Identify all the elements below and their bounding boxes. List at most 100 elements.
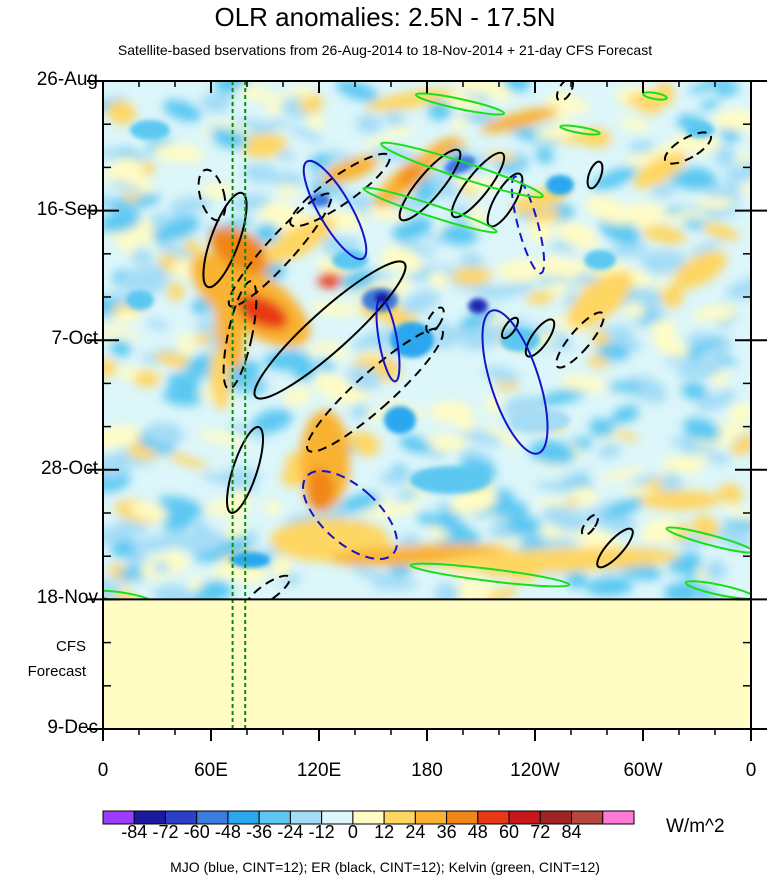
colorbar-label: 60 xyxy=(499,822,520,842)
field-cell xyxy=(485,395,503,415)
field-cell xyxy=(440,223,479,246)
field-cell xyxy=(641,517,678,544)
field-cell xyxy=(546,175,574,195)
field-cell xyxy=(202,499,245,515)
field-cell xyxy=(164,506,195,531)
field-cell xyxy=(110,339,132,358)
field-cell xyxy=(703,559,727,582)
field-cell xyxy=(640,490,720,510)
field-cell xyxy=(391,253,424,273)
field-cell xyxy=(726,277,751,301)
field-cell xyxy=(429,325,468,349)
field-cell xyxy=(619,117,650,132)
field-cell xyxy=(668,170,705,191)
field-cell xyxy=(596,343,630,361)
field-cell xyxy=(473,302,483,310)
field-cell xyxy=(258,201,291,222)
field-cell xyxy=(611,405,639,425)
field-cell xyxy=(509,126,559,146)
field-cell xyxy=(292,86,313,98)
field-cell xyxy=(125,267,170,291)
field-cell xyxy=(565,571,588,589)
field-cell xyxy=(352,327,402,351)
field-cell xyxy=(362,130,407,147)
field-cell xyxy=(277,149,295,161)
field-cell xyxy=(264,216,336,264)
field-cell xyxy=(151,216,200,243)
field-cell xyxy=(384,406,416,434)
field-cell xyxy=(192,519,210,541)
field-cell xyxy=(454,410,475,433)
field-cell xyxy=(125,446,158,460)
olr-anomaly-field xyxy=(103,81,751,600)
field-cell xyxy=(230,552,270,568)
field-cell xyxy=(449,118,471,130)
colorbar-label: 84 xyxy=(561,822,582,842)
field-cell xyxy=(681,382,708,400)
x-tick-label: 60E xyxy=(194,760,228,781)
field-cell xyxy=(235,294,289,330)
field-cell xyxy=(598,216,641,245)
field-cell xyxy=(640,249,687,273)
field-cell xyxy=(178,529,228,553)
field-cell xyxy=(111,156,144,178)
field-cell xyxy=(162,387,203,406)
field-cell xyxy=(728,403,751,423)
colorbar-label: -48 xyxy=(214,822,241,842)
field-cell xyxy=(558,469,591,484)
field-cell xyxy=(315,359,336,371)
er-contour xyxy=(425,306,445,334)
field-cell xyxy=(589,418,616,438)
field-cell xyxy=(126,290,154,310)
chart-subtitle: Satellite-based bservations from 26-Aug-… xyxy=(117,42,653,58)
field-cell xyxy=(108,180,142,193)
field-cell xyxy=(335,81,379,102)
field-cell xyxy=(350,402,369,421)
field-cell xyxy=(396,488,419,503)
x-tick-label: 60W xyxy=(623,760,663,781)
field-cell xyxy=(103,326,140,339)
x-tick-label: 120E xyxy=(296,760,342,781)
field-cell xyxy=(149,212,169,229)
colorbar-label: -72 xyxy=(152,822,179,842)
field-cell xyxy=(624,303,646,318)
field-cell xyxy=(722,504,751,525)
field-cell xyxy=(130,120,170,140)
field-cell xyxy=(215,290,245,370)
field-cell xyxy=(541,254,565,278)
field-cell xyxy=(556,221,599,250)
field-cell xyxy=(526,291,555,304)
field-cell xyxy=(109,193,161,210)
field-cell xyxy=(228,423,269,440)
er-contour xyxy=(580,513,600,537)
field-cell xyxy=(535,482,579,493)
er-contour xyxy=(450,151,506,219)
forecast-label-line2: Forecast xyxy=(27,663,86,680)
field-cell xyxy=(484,366,520,383)
field-cell xyxy=(604,495,647,519)
er-contour xyxy=(586,160,604,190)
field-cell xyxy=(388,563,412,577)
field-cell xyxy=(209,350,231,410)
er-contour xyxy=(398,148,462,222)
field-cell xyxy=(398,533,421,549)
field-cell xyxy=(340,493,381,513)
y-tick-label: 18-Nov xyxy=(36,587,98,609)
field-cell xyxy=(542,505,588,532)
field-cell xyxy=(696,390,738,412)
er-contour xyxy=(197,168,227,222)
field-cell xyxy=(103,210,142,234)
field-cell xyxy=(717,525,751,550)
field-cell xyxy=(636,390,667,404)
mjo-contour xyxy=(302,469,398,561)
colorbar-label: -12 xyxy=(308,822,335,842)
field-cell xyxy=(500,328,540,352)
kelvin-contour xyxy=(684,580,751,600)
field-cell xyxy=(585,577,634,597)
colorbar-swatch xyxy=(602,810,635,825)
field-cell xyxy=(168,196,212,214)
field-cell xyxy=(450,488,498,515)
er-contour xyxy=(663,131,713,165)
field-cell xyxy=(607,243,650,258)
field-cell xyxy=(686,122,714,138)
